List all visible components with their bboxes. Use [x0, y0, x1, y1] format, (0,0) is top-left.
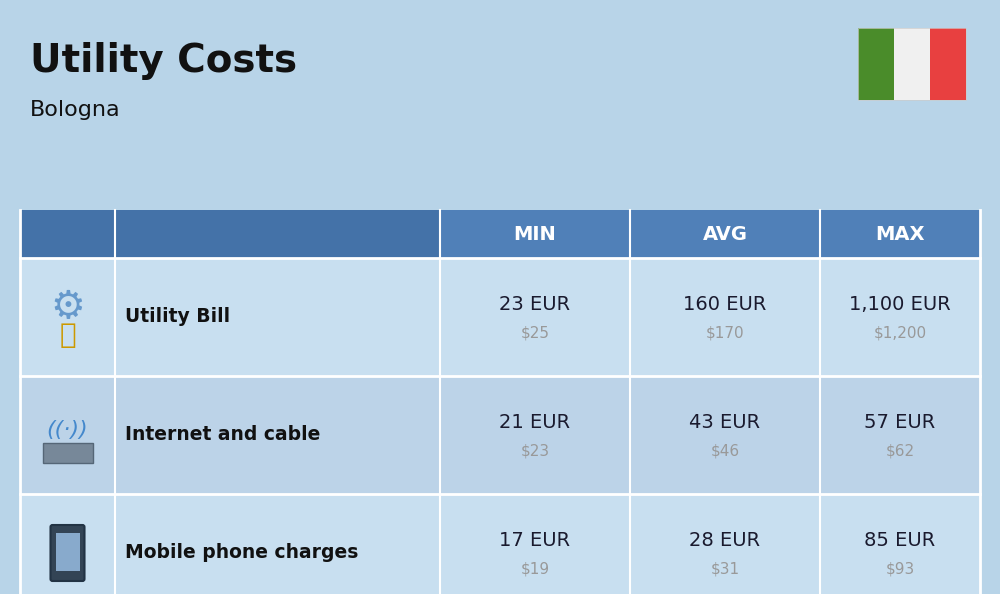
Bar [440, 210, 630, 258]
Text: 23 EUR: 23 EUR [499, 295, 571, 314]
Bar [42, 443, 92, 463]
Text: 28 EUR: 28 EUR [689, 532, 761, 551]
Bar [20, 494, 980, 594]
Text: 21 EUR: 21 EUR [499, 413, 571, 432]
Text: MIN: MIN [514, 225, 556, 244]
Text: $19: $19 [520, 561, 550, 577]
Text: 17 EUR: 17 EUR [499, 532, 571, 551]
Text: $25: $25 [520, 326, 550, 340]
Bar [820, 210, 980, 258]
Bar [894, 28, 930, 100]
Text: AVG: AVG [702, 225, 748, 244]
Text: $62: $62 [885, 444, 915, 459]
Text: $31: $31 [710, 561, 740, 577]
Text: ((·)): ((·)) [47, 420, 88, 440]
Bar [56, 533, 80, 571]
Text: $1,200: $1,200 [873, 326, 927, 340]
Bar [20, 258, 980, 376]
Text: ⚙: ⚙ [50, 288, 85, 326]
Text: $170: $170 [706, 326, 744, 340]
Text: 85 EUR: 85 EUR [864, 532, 936, 551]
Text: 57 EUR: 57 EUR [864, 413, 936, 432]
Text: MAX: MAX [875, 225, 925, 244]
Text: Utility Costs: Utility Costs [30, 42, 297, 80]
Bar [630, 210, 820, 258]
Text: $93: $93 [885, 561, 915, 577]
Bar [930, 28, 966, 100]
Text: Utility Bill: Utility Bill [125, 308, 230, 327]
Text: Mobile phone charges: Mobile phone charges [125, 544, 358, 563]
Text: 1,100 EUR: 1,100 EUR [849, 295, 951, 314]
Text: Bologna: Bologna [30, 100, 121, 120]
Bar [858, 28, 894, 100]
Text: $23: $23 [520, 444, 550, 459]
Bar [20, 210, 980, 258]
Text: 43 EUR: 43 EUR [689, 413, 761, 432]
Text: 🔌: 🔌 [59, 321, 76, 349]
Bar [858, 28, 966, 100]
Text: 160 EUR: 160 EUR [683, 295, 767, 314]
FancyBboxPatch shape [50, 525, 84, 581]
Text: $46: $46 [710, 444, 740, 459]
Bar [20, 376, 980, 494]
Text: Internet and cable: Internet and cable [125, 425, 320, 444]
